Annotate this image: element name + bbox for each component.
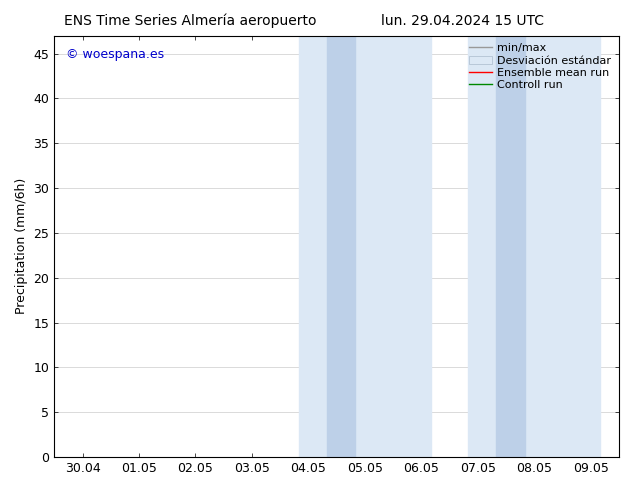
Bar (299, 36, 431, 457)
Legend: min/max, Desviación estándar, Ensemble mean run, Controll run: min/max, Desviación estándar, Ensemble m… (465, 39, 616, 95)
Text: ENS Time Series Almería aeropuerto: ENS Time Series Almería aeropuerto (64, 14, 316, 28)
Bar (469, 36, 600, 457)
Y-axis label: Precipitation (mm/6h): Precipitation (mm/6h) (15, 178, 28, 315)
Bar (327, 36, 355, 457)
Text: lun. 29.04.2024 15 UTC: lun. 29.04.2024 15 UTC (381, 14, 545, 28)
Text: © woespana.es: © woespana.es (65, 48, 164, 61)
Bar (496, 36, 525, 457)
